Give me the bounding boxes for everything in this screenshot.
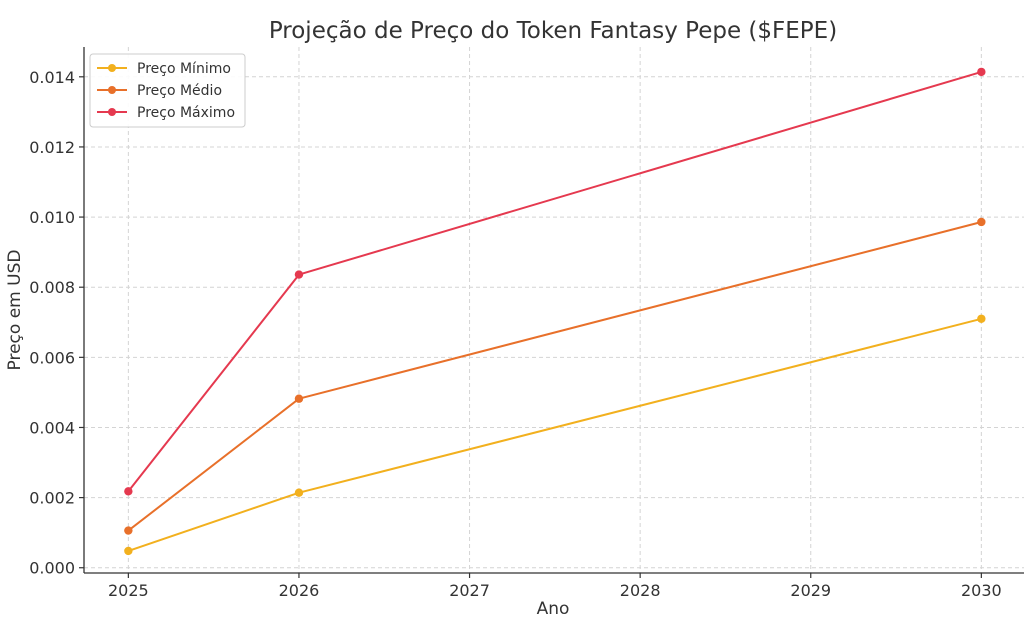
series-line (128, 317, 982, 552)
legend-item: Preço Máximo (97, 105, 235, 121)
x-tick-label: 2030 (961, 581, 1002, 600)
y-tick-label: 0.006 (29, 348, 75, 367)
data-point (124, 546, 133, 556)
data-point (977, 67, 986, 77)
series-2 (124, 67, 986, 496)
legend-label: Preço Mínimo (137, 61, 231, 77)
x-tick-label: 2029 (790, 581, 831, 600)
y-axis-label: Preço em USD (5, 250, 25, 371)
series-line (127, 221, 982, 532)
x-tick-label: 2026 (279, 581, 320, 600)
x-tick-label: 2025 (108, 581, 149, 600)
legend-swatch-marker (108, 64, 116, 72)
data-point (124, 487, 133, 496)
legend-swatch-marker (108, 108, 116, 116)
y-tick-label: 0.008 (29, 278, 75, 297)
data-point (977, 314, 986, 323)
legend-label: Preço Médio (137, 83, 222, 99)
legend-item: Preço Médio (97, 83, 222, 99)
data-point (294, 394, 304, 403)
legend: Preço Mínimo Preço Médio Preço Máximo (89, 53, 246, 128)
series (124, 67, 986, 556)
y-tick-label: 0.010 (29, 208, 75, 227)
data-point (294, 270, 304, 279)
legend-item: Preço Mínimo (97, 61, 231, 77)
series-1 (124, 217, 986, 535)
legend-box (89, 53, 246, 128)
y-tick-label: 0.012 (29, 138, 75, 157)
legend-label: Preço Máximo (137, 105, 235, 121)
data-point (294, 488, 304, 497)
y-tick-label: 0.000 (29, 559, 75, 578)
ticks: 2025 2026 2027 2028 2029 2030 0.000 0.002 0.004 0… (29, 68, 1002, 600)
data-point (977, 217, 986, 227)
x-tick-label: 2027 (449, 581, 490, 600)
legend-swatch-marker (108, 86, 116, 94)
y-tick-label: 0.002 (29, 489, 75, 508)
series-0 (124, 314, 986, 556)
axes (83, 47, 1024, 574)
y-tick-label: 0.004 (29, 418, 75, 437)
data-point (124, 526, 133, 535)
y-tick-label: 0.014 (29, 68, 75, 87)
chart-title: Projeção de Preço do Token Fantasy Pepe … (269, 18, 837, 44)
x-axis-label: Ano (537, 599, 570, 619)
x-tick-label: 2028 (620, 581, 661, 600)
